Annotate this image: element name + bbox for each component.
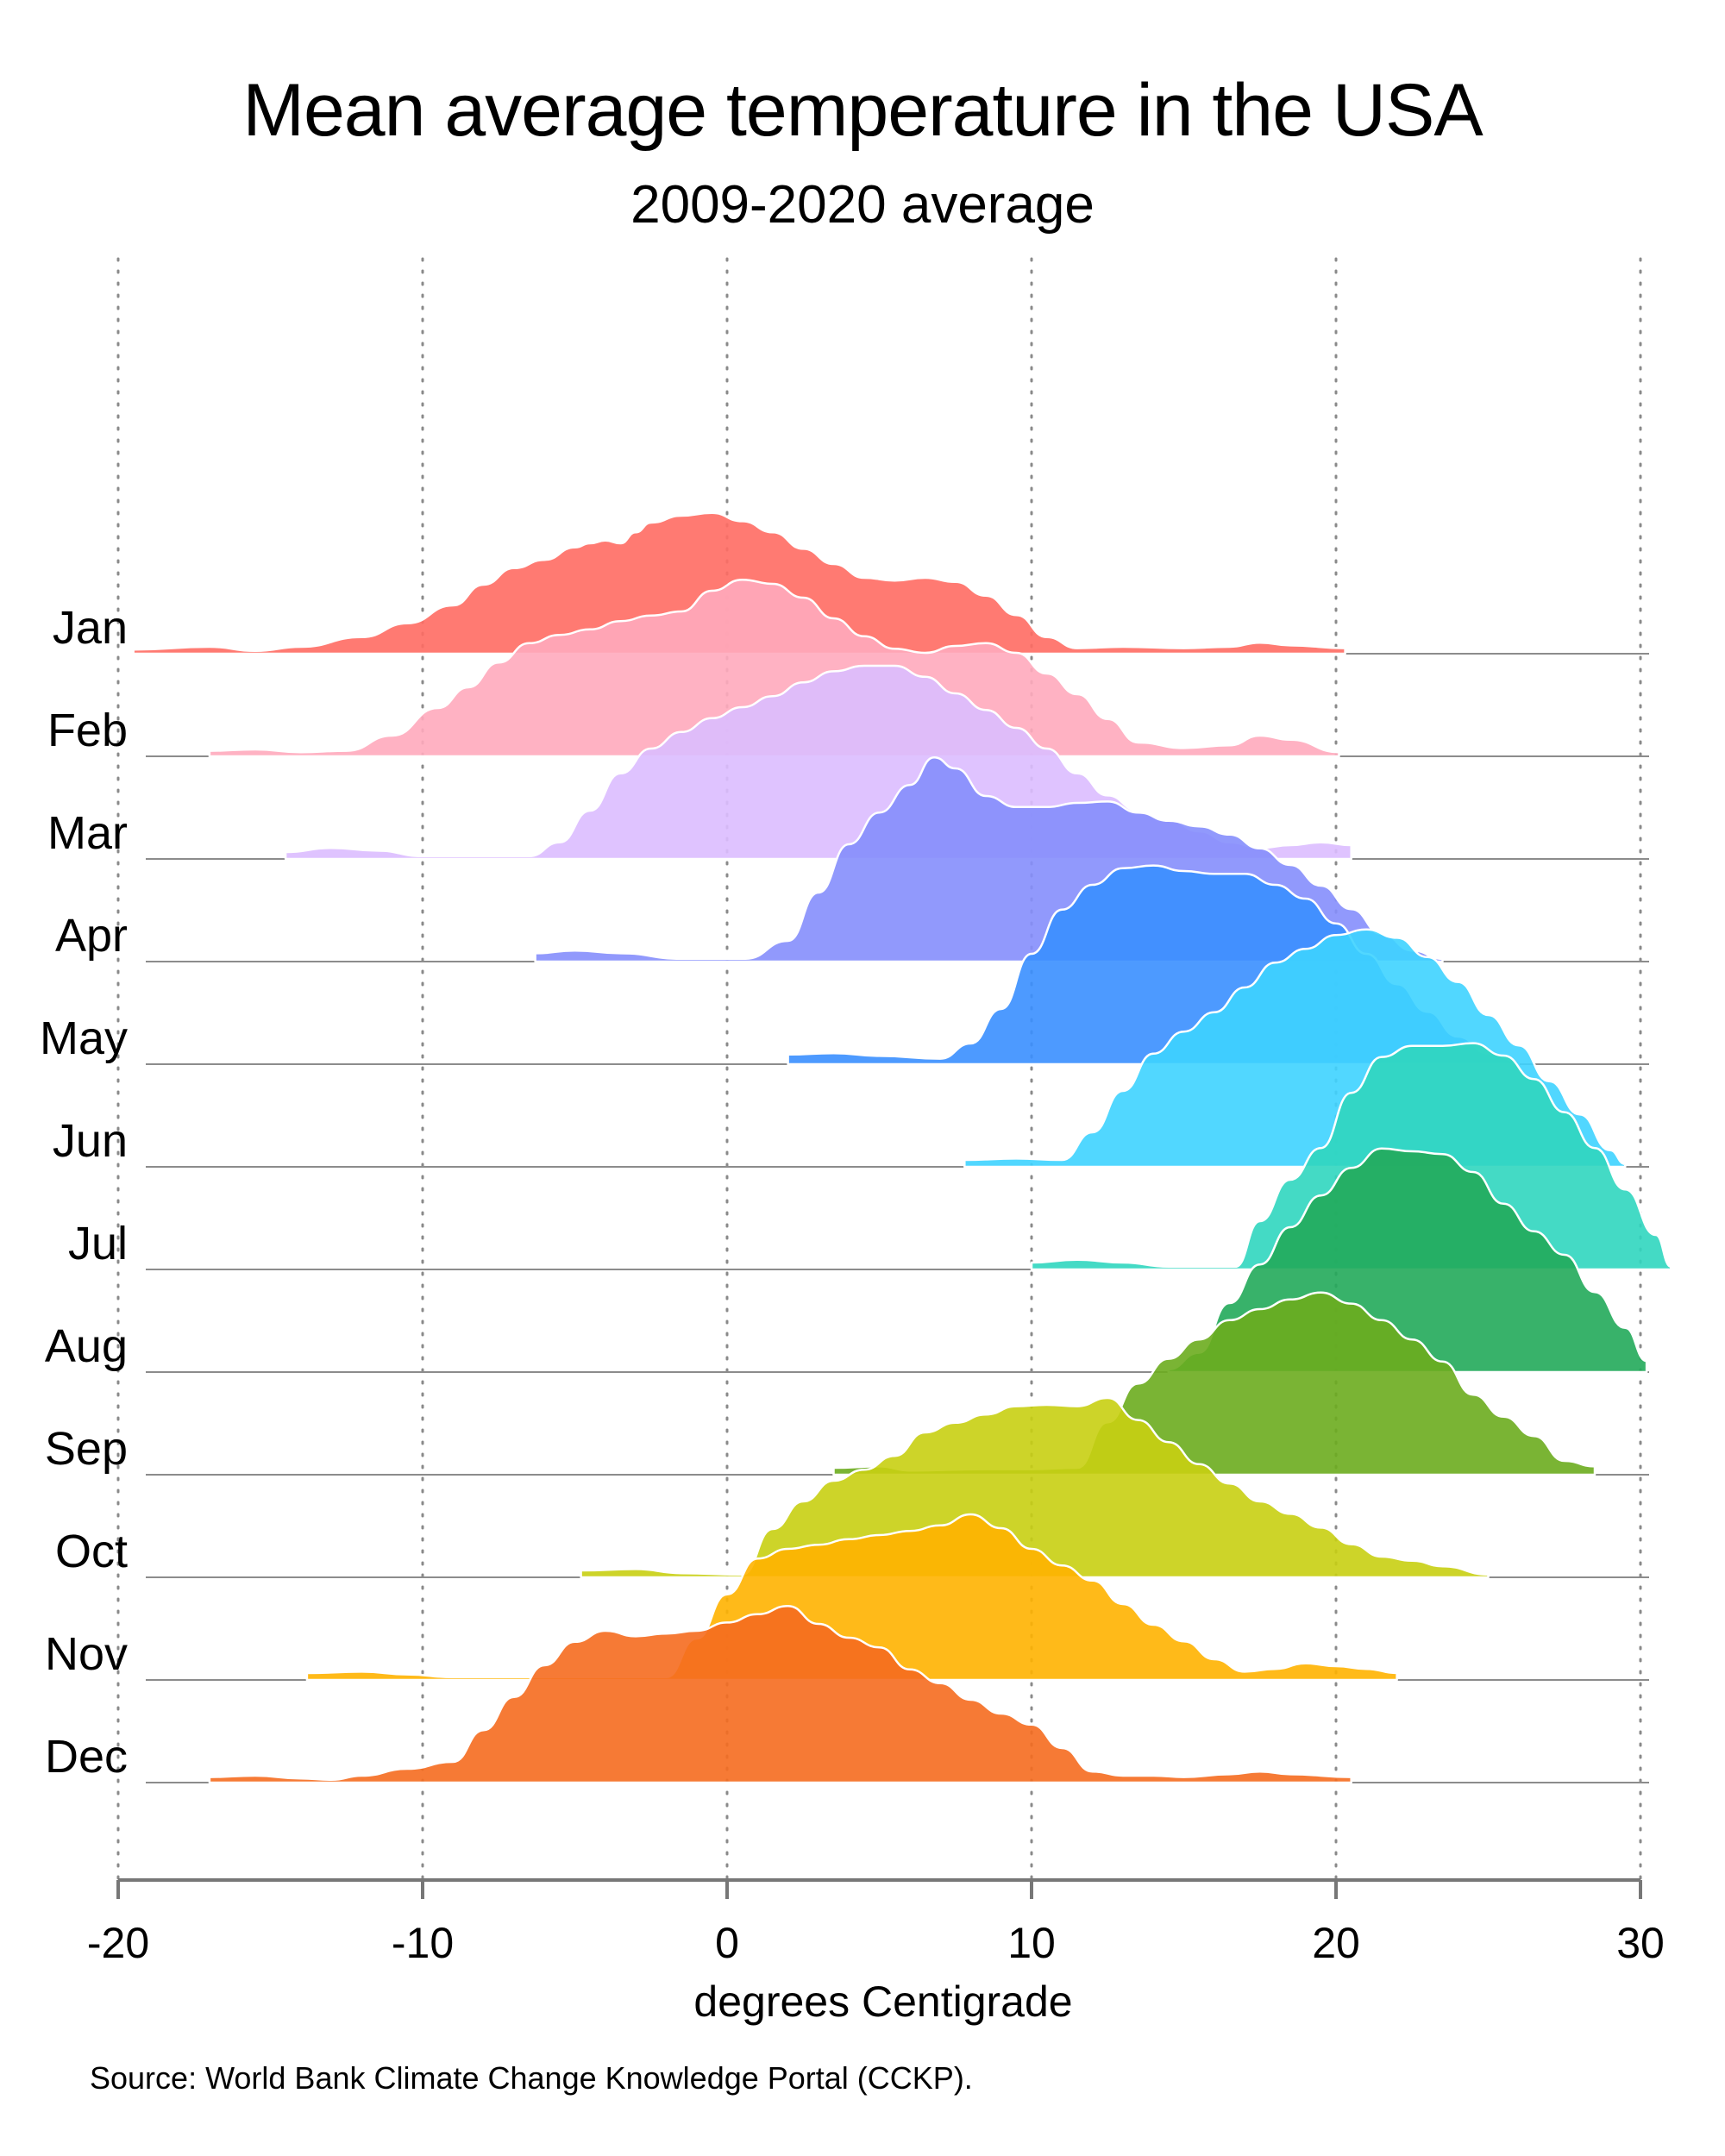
row-label-may: May bbox=[40, 1012, 128, 1064]
row-label-jan: Jan bbox=[53, 602, 128, 654]
chart-title: Mean average temperature in the USA bbox=[242, 69, 1483, 152]
x-tick-label-0: -20 bbox=[87, 1919, 149, 1967]
row-label-dec: Dec bbox=[45, 1731, 128, 1783]
row-label-sep: Sep bbox=[45, 1423, 128, 1475]
x-axis-title: degrees Centigrade bbox=[693, 1977, 1072, 2026]
row-label-jun: Jun bbox=[53, 1115, 128, 1167]
x-tick-label-5: 30 bbox=[1616, 1919, 1665, 1967]
ridge-feb bbox=[208, 578, 1340, 758]
row-label-oct: Oct bbox=[55, 1526, 128, 1577]
row-label-mar: Mar bbox=[47, 807, 128, 859]
ridge-oct bbox=[580, 1396, 1490, 1579]
row-label-apr: Apr bbox=[55, 910, 128, 962]
ridges bbox=[132, 511, 1672, 1784]
ridge-dec bbox=[208, 1604, 1352, 1784]
x-tick-label-2: 0 bbox=[715, 1919, 739, 1967]
row-label-feb: Feb bbox=[47, 705, 128, 756]
x-axis: -20 -10 0 10 20 30 bbox=[87, 1878, 1665, 1967]
chart-subtitle: 2009-2020 average bbox=[630, 175, 1095, 235]
row-label-jul: Jul bbox=[68, 1218, 128, 1269]
row-labels: Jan Feb Mar Apr May Jun Jul Aug Sep Oct Nov Dec bbox=[40, 602, 128, 1783]
row-label-nov: Nov bbox=[45, 1628, 128, 1680]
x-tick-label-4: 20 bbox=[1312, 1919, 1360, 1967]
x-tick-label-3: 10 bbox=[1007, 1919, 1056, 1967]
x-tick-label-1: -10 bbox=[392, 1919, 454, 1967]
row-label-aug: Aug bbox=[45, 1320, 128, 1372]
source-note: Source: World Bank Climate Change Knowle… bbox=[90, 2060, 973, 2096]
